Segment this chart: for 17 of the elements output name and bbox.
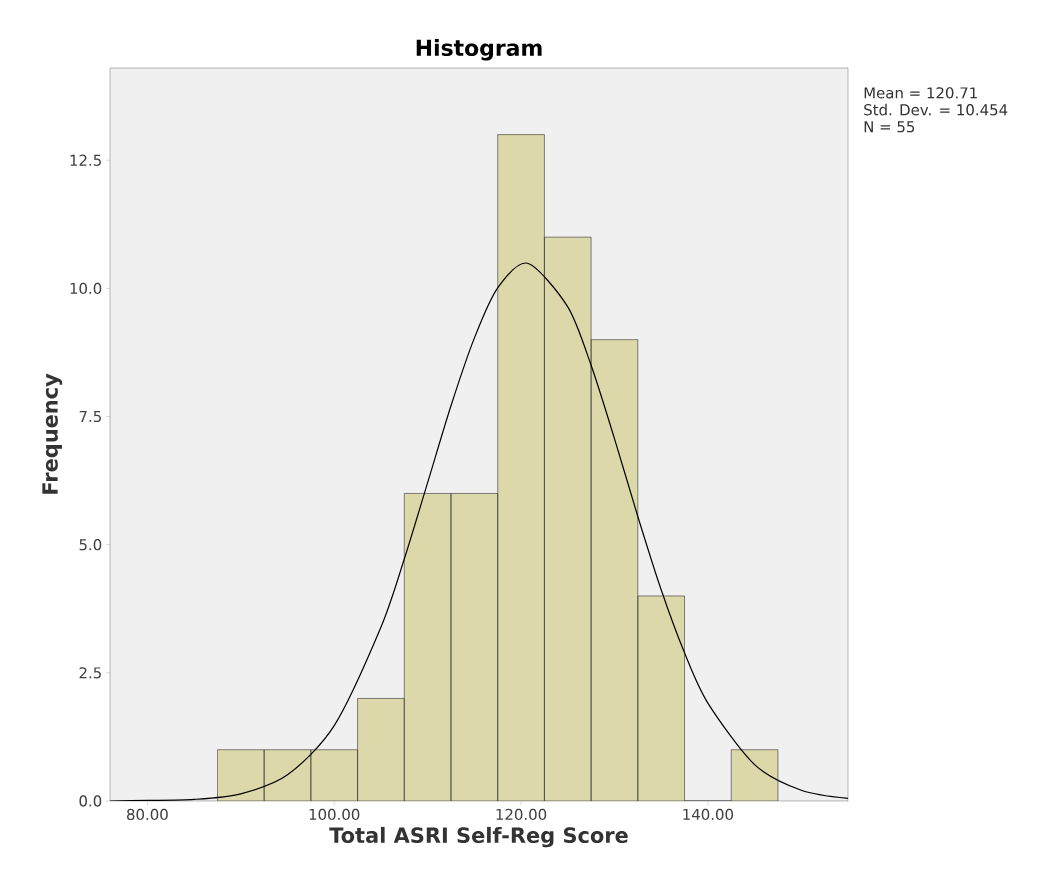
x-axis-title: Total ASRI Self-Reg Score bbox=[329, 826, 628, 848]
chart-title: Histogram bbox=[416, 39, 542, 61]
x-tick-label: 100.00 bbox=[309, 808, 360, 821]
y-axis-title: Frequency bbox=[42, 373, 63, 494]
y-tick-label: 10.0 bbox=[70, 282, 102, 295]
text: Mean = 120.71 bbox=[864, 87, 977, 99]
y-tick-label: 12.5 bbox=[70, 154, 101, 166]
text: Std. Dev. = 10.454 bbox=[864, 103, 1008, 116]
x-tick-label: 120.00 bbox=[496, 808, 547, 821]
x-tick-label: 140.00 bbox=[683, 808, 734, 821]
y-tick-label: 7.5 bbox=[79, 410, 101, 423]
line-series bbox=[110, 262, 848, 801]
y-tick-label: 5.0 bbox=[79, 539, 102, 551]
y-tick-label: 2.5 bbox=[79, 667, 101, 679]
x-tick-label: 80.00 bbox=[127, 808, 168, 821]
text: N = 55 bbox=[864, 121, 915, 133]
y-tick-label: 0.0 bbox=[79, 795, 102, 807]
